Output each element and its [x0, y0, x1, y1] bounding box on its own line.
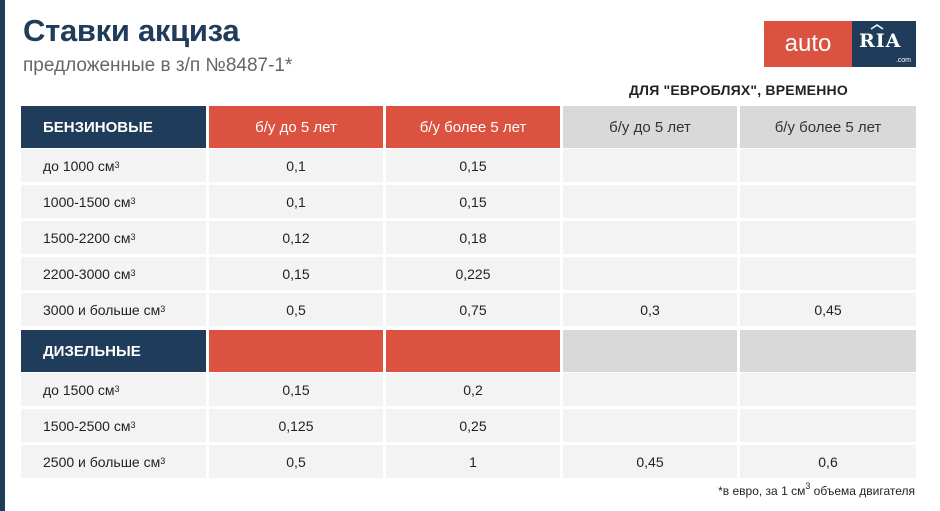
rate-cell: 0,25 — [386, 409, 560, 442]
left-accent-bar — [0, 0, 5, 511]
rate-cell — [563, 185, 737, 218]
logo-ria-block: RIA .com — [852, 21, 916, 67]
page-title: Ставки акциза — [23, 13, 240, 48]
rate-cell — [563, 149, 737, 182]
logo-auto-text: auto — [764, 21, 852, 67]
section-header-fill — [740, 330, 916, 372]
row-label: 2500 и больше см 3 — [21, 445, 206, 478]
row-label: 2200-3000 см 3 — [21, 257, 206, 290]
rate-cell: 0,15 — [386, 149, 560, 182]
row-label: 1000-1500 см 3 — [21, 185, 206, 218]
row-label: 1500-2500 см 3 — [21, 409, 206, 442]
column-header: б/у до 5 лет — [563, 106, 737, 148]
row-label: 3000 и больше см 3 — [21, 293, 206, 326]
rate-cell — [740, 257, 916, 290]
column-header: б/у более 5 лет — [386, 106, 560, 148]
rate-cell — [740, 221, 916, 254]
rate-cell: 0,225 — [386, 257, 560, 290]
section-header-fill — [386, 330, 560, 372]
logo-hat-icon — [870, 24, 884, 30]
rate-cell: 0,15 — [209, 257, 383, 290]
row-label: до 1000 см 3 — [21, 149, 206, 182]
rate-cell: 0,5 — [209, 445, 383, 478]
rate-cell — [740, 409, 916, 442]
rate-cell — [740, 373, 916, 406]
row-label: до 1500 см 3 — [21, 373, 206, 406]
autoria-logo: auto RIA .com — [764, 21, 916, 67]
rate-cell: 0,2 — [386, 373, 560, 406]
section-header-fill — [209, 330, 383, 372]
rate-cell: 0,1 — [209, 149, 383, 182]
footnote: *в евро, за 1 см3 объема двигателя — [718, 481, 915, 499]
rate-cell — [563, 409, 737, 442]
rate-cell: 0,45 — [563, 445, 737, 478]
section-header-petrol: БЕНЗИНОВЫЕ — [21, 106, 206, 148]
rate-cell — [563, 373, 737, 406]
logo-com-text: .com — [895, 57, 911, 64]
page-subtitle: предложенные в з/п №8487-1* — [23, 55, 293, 76]
section-header-fill — [563, 330, 737, 372]
rate-cell: 0,12 — [209, 221, 383, 254]
rate-cell: 1 — [386, 445, 560, 478]
rate-cell: 0,15 — [209, 373, 383, 406]
rate-cell: 0,5 — [209, 293, 383, 326]
rate-cell: 0,3 — [563, 293, 737, 326]
eurobliah-note: ДЛЯ "ЕВРОБЛЯХ", ВРЕМЕННО — [629, 82, 848, 98]
rate-cell — [563, 221, 737, 254]
rate-cell: 0,18 — [386, 221, 560, 254]
row-label: 1500-2200 см 3 — [21, 221, 206, 254]
rate-cell: 0,75 — [386, 293, 560, 326]
rate-cell: 0,45 — [740, 293, 916, 326]
rate-cell — [740, 185, 916, 218]
rate-cell — [563, 257, 737, 290]
rate-cell — [740, 149, 916, 182]
rate-cell: 0,15 — [386, 185, 560, 218]
rate-cell: 0,1 — [209, 185, 383, 218]
column-header: б/у более 5 лет — [740, 106, 916, 148]
rate-cell: 0,125 — [209, 409, 383, 442]
rate-cell: 0,6 — [740, 445, 916, 478]
logo-ria-text: RIA — [859, 30, 902, 52]
section-header-diesel: ДИЗЕЛЬНЫЕ — [21, 330, 206, 372]
column-header: б/у до 5 лет — [209, 106, 383, 148]
